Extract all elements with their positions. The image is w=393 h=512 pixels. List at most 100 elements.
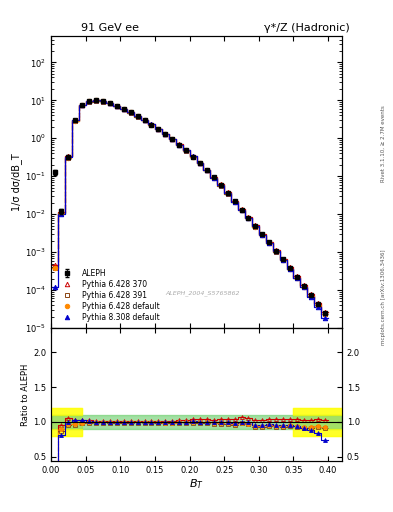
Pythia 6.428 370 [163,131,168,137]
Pythia 6.428 391 [170,136,174,142]
Pythia 6.428 default [253,223,258,229]
Pythia 6.428 391 [191,154,195,160]
Pythia 6.428 391 [239,207,244,213]
Pythia 8.308 default [294,275,299,281]
Pythia 8.308 default [87,98,92,104]
Line: Pythia 6.428 391: Pythia 6.428 391 [52,98,327,316]
Pythia 6.428 default [274,248,279,254]
Pythia 8.308 default [267,240,272,246]
Pythia 6.428 391 [322,311,327,317]
Pythia 6.428 391 [232,199,237,205]
Pythia 8.308 default [288,266,292,272]
Pythia 8.308 default [52,284,57,290]
Pythia 8.308 default [59,211,64,218]
Pythia 8.308 default [114,102,119,109]
Pythia 8.308 default [73,117,78,123]
Pythia 6.428 370 [301,282,306,288]
Pythia 8.308 default [204,167,209,173]
Pythia 6.428 default [219,182,223,188]
Pythia 6.428 default [191,154,195,160]
Pythia 6.428 370 [184,147,189,153]
Pythia 8.308 default [246,215,251,221]
Pythia 8.308 default [170,136,174,142]
Pythia 8.308 default [149,121,154,127]
Y-axis label: Ratio to ALEPH: Ratio to ALEPH [21,363,30,425]
Pythia 6.428 default [177,142,182,148]
Pythia 6.428 391 [135,114,140,120]
Pythia 6.428 391 [267,241,272,247]
Text: Rivet 3.1.10, ≥ 2.7M events: Rivet 3.1.10, ≥ 2.7M events [381,105,386,182]
Pythia 8.308 default [142,117,147,123]
Pythia 6.428 default [135,113,140,119]
Pythia 6.428 370 [94,97,99,103]
Pythia 6.428 370 [204,166,209,173]
Pythia 6.428 370 [315,300,320,306]
Pythia 8.308 default [219,182,223,188]
Pythia 6.428 370 [149,121,154,127]
Pythia 8.308 default [322,315,327,321]
Pythia 8.308 default [94,97,99,103]
Text: mcplots.cern.ch [arXiv:1306.3436]: mcplots.cern.ch [arXiv:1306.3436] [381,249,386,345]
Pythia 6.428 370 [177,141,182,147]
Pythia 8.308 default [309,294,313,300]
Pythia 6.428 370 [80,101,84,108]
Pythia 6.428 default [59,210,64,216]
Pythia 6.428 370 [219,181,223,187]
Pythia 6.428 391 [87,98,92,104]
Pythia 6.428 391 [142,117,147,123]
Pythia 6.428 391 [274,249,279,255]
Pythia 6.428 391 [108,100,112,106]
Pythia 6.428 391 [94,98,99,104]
Pythia 6.428 370 [294,273,299,280]
Pythia 6.428 391 [198,160,202,166]
Pythia 6.428 default [198,160,202,166]
Pythia 6.428 391 [80,102,84,109]
Pythia 6.428 370 [288,264,292,270]
Pythia 6.428 370 [66,153,71,159]
Pythia 6.428 391 [177,142,182,148]
Pythia 8.308 default [301,284,306,290]
Pythia 8.308 default [80,102,84,108]
Pythia 6.428 391 [225,190,230,197]
Pythia 6.428 default [260,232,264,238]
Pythia 6.428 391 [294,275,299,282]
Pythia 6.428 default [232,199,237,205]
Pythia 6.428 391 [260,232,264,238]
Pythia 6.428 391 [246,216,251,222]
X-axis label: $B_T$: $B_T$ [189,477,204,491]
Pythia 8.308 default [129,109,133,115]
Pythia 6.428 370 [59,209,64,215]
Pythia 8.308 default [177,141,182,147]
Pythia 6.428 default [108,100,112,106]
Line: Pythia 6.428 default: Pythia 6.428 default [52,98,327,316]
Pythia 8.308 default [66,154,71,160]
Pythia 6.428 default [66,155,71,161]
Pythia 8.308 default [232,199,237,205]
Pythia 6.428 370 [129,109,133,115]
Pythia 8.308 default [253,223,258,229]
Pythia 6.428 default [94,97,99,103]
Pythia 6.428 391 [281,258,285,264]
Pythia 6.428 default [129,110,133,116]
Pythia 6.428 370 [198,160,202,166]
Pythia 6.428 default [288,266,292,272]
Pythia 6.428 default [156,126,161,132]
Pythia 6.428 370 [211,174,216,180]
Pythia 8.308 default [281,257,285,263]
Pythia 6.428 391 [121,106,126,112]
Pythia 8.308 default [156,126,161,132]
Legend: ALEPH, Pythia 6.428 370, Pythia 6.428 391, Pythia 6.428 default, Pythia 8.308 de: ALEPH, Pythia 6.428 370, Pythia 6.428 39… [55,267,162,324]
Pythia 6.428 391 [184,147,189,154]
Pythia 6.428 default [225,190,230,197]
Pythia 6.428 370 [260,230,264,237]
Pythia 8.308 default [163,131,168,137]
Pythia 6.428 default [246,215,251,221]
Pythia 6.428 391 [73,118,78,124]
Pythia 6.428 391 [101,98,105,104]
Pythia 6.428 370 [253,222,258,228]
Pythia 6.428 370 [274,247,279,253]
Pythia 8.308 default [191,154,195,160]
Pythia 6.428 370 [232,198,237,204]
Pythia 6.428 370 [225,189,230,196]
Pythia 6.428 391 [204,167,209,174]
